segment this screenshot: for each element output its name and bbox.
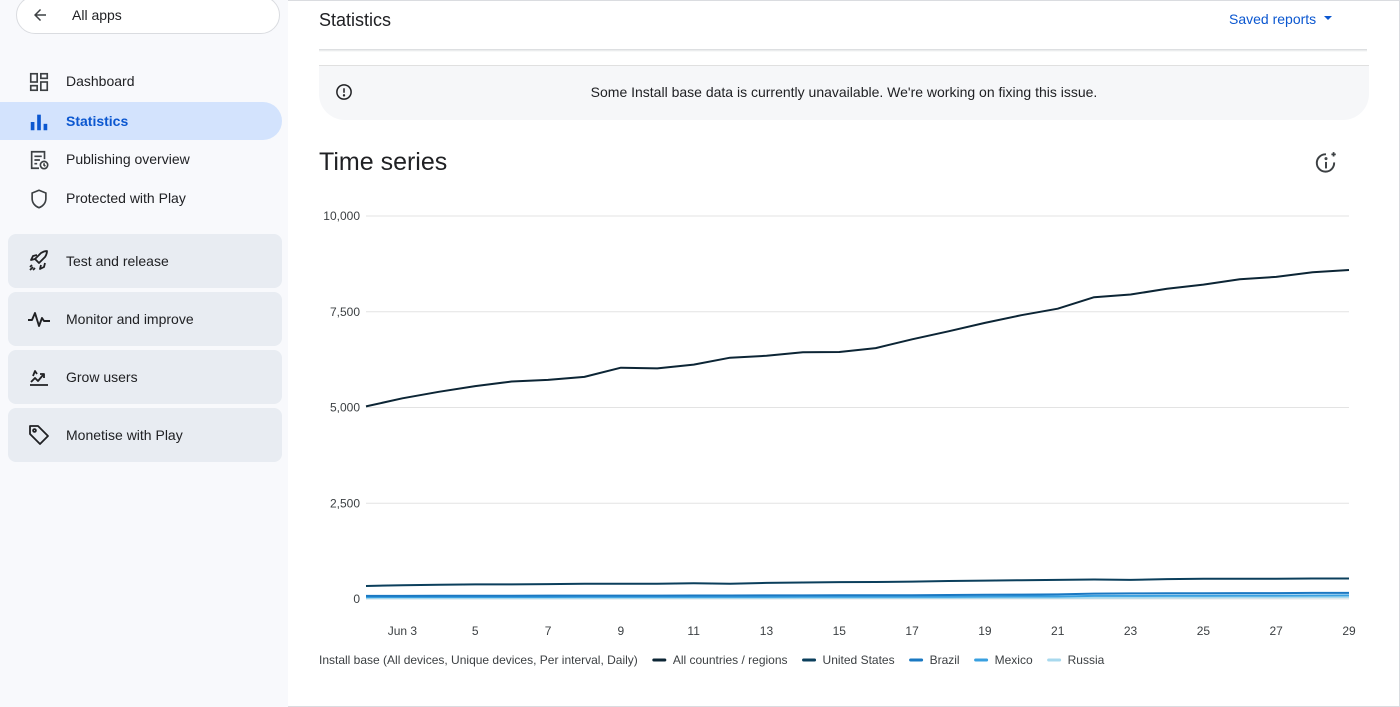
x-tick-label: 13: [760, 624, 774, 638]
legend-label: All countries / regions: [673, 653, 788, 667]
x-tick-label: 7: [545, 624, 552, 638]
banner-message: Some Install base data is currently unav…: [590, 84, 1098, 100]
page-title: Statistics: [319, 10, 392, 30]
insights-button[interactable]: [1313, 150, 1339, 176]
warning-icon: [335, 83, 353, 106]
legend-title: Install base (All devices, Unique device…: [319, 653, 638, 667]
sidebar-group-label: Test and release: [66, 253, 169, 269]
sidebar-item-label: Protected with Play: [66, 190, 186, 206]
x-tick-label: 17: [905, 624, 919, 638]
header-shadow: [319, 49, 1367, 52]
pulse-icon: [27, 307, 51, 331]
legend-label: Russia: [1068, 653, 1105, 667]
x-tick-label: 29: [1342, 624, 1356, 638]
all-apps-button[interactable]: All apps: [16, 0, 280, 34]
series-line: [365, 269, 1350, 408]
sidebar-group-label: Monitor and improve: [66, 311, 194, 327]
x-tick-label: 27: [1270, 624, 1284, 638]
y-tick-label: 10,000: [323, 209, 360, 223]
all-apps-label: All apps: [72, 7, 122, 23]
series-line: [366, 591, 1349, 597]
sidebar-item-dashboard[interactable]: Dashboard: [0, 62, 282, 100]
x-tick-label: 11: [687, 624, 700, 638]
legend-label: Mexico: [995, 653, 1033, 667]
header-divider: [319, 65, 1369, 66]
dashboard-icon: [28, 71, 50, 93]
series-line: [365, 577, 1349, 587]
x-tick-label: 25: [1197, 624, 1211, 638]
legend-label: United States: [823, 653, 895, 667]
legend-label: Brazil: [930, 653, 960, 667]
sidebar-group-label: Monetise with Play: [66, 427, 183, 443]
x-tick-label: 5: [472, 624, 479, 638]
bar-chart-icon: [28, 111, 50, 133]
notice-banner: Some Install base data is currently unav…: [319, 66, 1369, 120]
x-tick-label: 21: [1051, 624, 1065, 638]
section-title: Time series: [319, 148, 448, 176]
sidebar: All apps Dashboard Statistics Publishing…: [0, 0, 288, 707]
sidebar-group-monetise-with-play[interactable]: Monetise with Play: [8, 408, 282, 462]
x-tick-label: Jun 3: [388, 624, 418, 638]
time-series-chart: 0 2,500 5,000 7,500 10,000 Jun 3 5 7 9 11 13 15 17 19…: [319, 209, 1356, 667]
y-tick-label: 5,000: [330, 401, 360, 415]
sidebar-group-monitor-and-improve[interactable]: Monitor and improve: [8, 292, 282, 346]
rocket-icon: [27, 249, 51, 273]
sidebar-item-label: Statistics: [66, 113, 129, 129]
y-tick-label: 7,500: [330, 305, 360, 319]
sidebar-item-label: Publishing overview: [66, 151, 190, 167]
tag-icon: [27, 423, 51, 447]
saved-reports-dropdown[interactable]: Saved reports: [1229, 11, 1334, 27]
saved-reports-label: Saved reports: [1229, 11, 1317, 27]
sidebar-item-statistics[interactable]: Statistics: [0, 102, 282, 140]
arrow-drop-down-icon: [1322, 11, 1334, 27]
arrow-back-icon: [31, 6, 49, 29]
x-tick-label: 19: [978, 624, 992, 638]
y-tick-label: 2,500: [330, 496, 360, 510]
sidebar-item-publishing-overview[interactable]: Publishing overview: [0, 140, 282, 178]
sidebar-item-protected-with-play[interactable]: Protected with Play: [0, 179, 282, 217]
sidebar-item-label: Dashboard: [66, 73, 135, 89]
series-line: [365, 594, 1350, 599]
y-tick-label: 0: [353, 592, 360, 606]
sidebar-group-grow-users[interactable]: Grow users: [8, 350, 282, 404]
sidebar-group-label: Grow users: [66, 369, 138, 385]
x-tick-label: 9: [618, 624, 625, 638]
grow-icon: [27, 365, 51, 389]
x-tick-label: 15: [833, 624, 847, 638]
sidebar-group-test-and-release[interactable]: Test and release: [8, 234, 282, 288]
series-line: [366, 596, 1349, 600]
x-tick-label: 23: [1124, 624, 1138, 638]
insights-icon: [1313, 152, 1339, 180]
publishing-icon: [28, 149, 50, 171]
shield-icon: [28, 188, 50, 210]
